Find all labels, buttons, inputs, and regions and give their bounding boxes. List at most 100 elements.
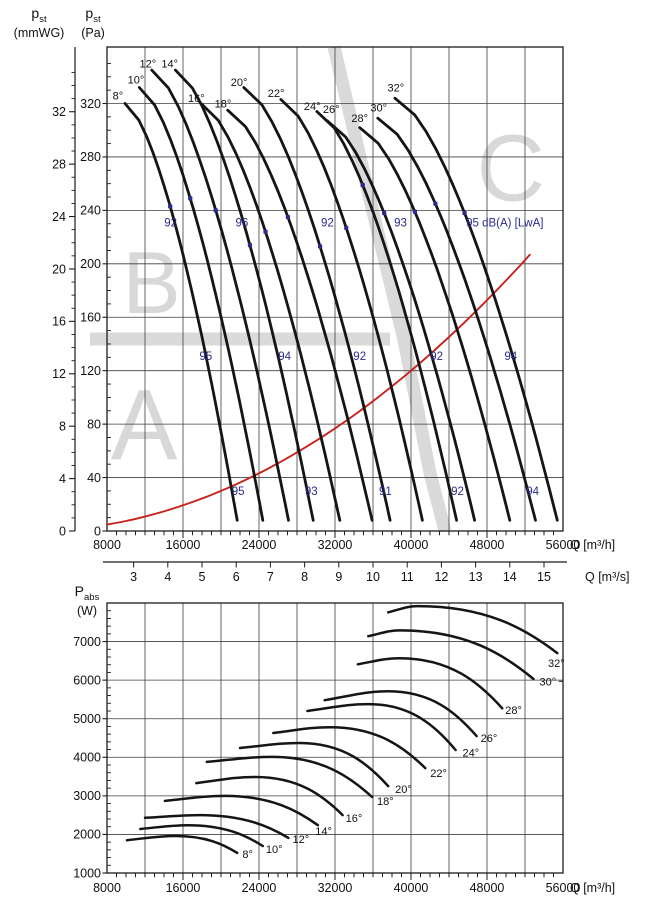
power-curve-label-26°: 26° — [481, 733, 498, 745]
pst-symbol: pst — [85, 5, 101, 25]
zone-letter-B: B — [122, 233, 181, 332]
noise-label-row1: 96 — [236, 217, 249, 229]
power-curve-label-14°: 14° — [315, 826, 332, 838]
q-m3s-tick-11: 11 — [401, 570, 414, 584]
watt-unit-label: (W) — [76, 603, 98, 618]
pressure-curve-label-22°: 22° — [268, 88, 285, 100]
zone-letter-C: C — [476, 115, 545, 221]
pressure-curve-label-14°: 14° — [161, 58, 178, 70]
noise-label-row2: 95 — [199, 351, 212, 363]
pa-tick-40: 40 — [87, 471, 101, 485]
power-curve-30° — [367, 629, 535, 681]
q-m3h-unit-top: Q [m³/h] — [570, 538, 615, 552]
q-tick-48000: 48000 — [470, 538, 505, 552]
noise-label-row2: 94 — [278, 351, 291, 363]
mmwg-tick-32: 32 — [52, 105, 66, 119]
q-tick-16000: 16000 — [166, 538, 201, 552]
mmwg-tick-4: 4 — [59, 472, 66, 486]
noise-measure-dot — [317, 244, 323, 249]
pa-tick-320: 320 — [80, 97, 101, 111]
pa-tick-200: 200 — [80, 257, 101, 271]
noise-label-row1: 93 — [394, 217, 407, 229]
power-curve-8° — [125, 834, 239, 855]
pressure-curve-label-16°: 16° — [188, 93, 205, 105]
w-tick-1000: 1000 — [73, 866, 101, 880]
pressure-curve-24° — [315, 110, 458, 522]
q-tick-bottom-48000: 48000 — [470, 881, 505, 895]
q-m3s-tick-3: 3 — [130, 570, 137, 584]
power-curve-label-18°: 18° — [377, 796, 394, 808]
power-curve-label-24°: 24° — [463, 747, 480, 759]
pressure-curve-label-20°: 20° — [231, 77, 248, 89]
pressure-curve-label-8°: 8° — [113, 90, 124, 102]
q-m3h-unit-bottom: Q [m³/h] — [570, 881, 615, 895]
noise-label-row3: 92 — [451, 486, 464, 498]
pressure-curve-8° — [123, 102, 239, 522]
power-curve-label-32°: 32° — [548, 658, 565, 670]
noise-label-row3: 93 — [305, 486, 318, 498]
noise-measure-dot — [213, 208, 218, 213]
q-m3s-tick-15: 15 — [537, 570, 551, 584]
power-curve-26° — [323, 690, 478, 738]
power-curve-label-8°: 8° — [242, 849, 253, 861]
mmwg-tick-0: 0 — [59, 524, 66, 538]
mmwg-tick-12: 12 — [52, 367, 66, 381]
pa-tick-160: 160 — [80, 311, 101, 325]
noise-label-row2: 92 — [430, 351, 443, 363]
pa-tick-80: 80 — [87, 417, 101, 431]
pressure-curve-label-18°: 18° — [215, 99, 232, 111]
w-tick-4000: 4000 — [73, 751, 101, 765]
q-tick-bottom-32000: 32000 — [318, 881, 353, 895]
pressure-curve-16° — [199, 102, 342, 522]
mmwg-tick-20: 20 — [52, 262, 66, 276]
zone-letters: AB C — [111, 115, 545, 480]
power-curve-22° — [272, 725, 427, 770]
power-curve-14° — [163, 794, 320, 827]
noise-measure-dot — [412, 209, 417, 214]
q-m3s-unit: Q [m³/s] — [585, 570, 629, 584]
power-curve-18° — [205, 755, 374, 799]
noise-label-row2: 92 — [353, 351, 366, 363]
pa-tick-240: 240 — [80, 204, 101, 218]
q-m3s-tick-14: 14 — [503, 570, 517, 584]
zone-letter-A: A — [111, 369, 178, 481]
q-tick-bottom-56000: 56000 — [546, 881, 581, 895]
q-tick-40000: 40000 — [394, 538, 429, 552]
noise-measure-dot — [462, 210, 467, 216]
power-axis-title: Pabs (W) — [64, 583, 110, 618]
q-tick-56000: 56000 — [546, 538, 581, 552]
q-m3s-tick-7: 7 — [267, 570, 274, 584]
pressure-curve-20° — [242, 86, 392, 522]
pressure-curve-label-12°: 12° — [140, 58, 157, 70]
zone-band-diagonal — [327, 45, 452, 533]
noise-label-row3: 91 — [379, 486, 392, 498]
pressure-curve-14° — [174, 68, 315, 522]
q-tick-bottom-16000: 16000 — [166, 881, 201, 895]
noise-label-row1: 95 dB(A) [LwA] — [466, 217, 543, 229]
q-m3s-tick-5: 5 — [199, 570, 206, 584]
mmwg-tick-16: 16 — [52, 315, 66, 329]
noise-label-row2: 94 — [504, 351, 517, 363]
noise-measure-dot — [382, 210, 387, 216]
pressure-curve-22° — [279, 98, 424, 522]
noise-measure-dot — [188, 196, 193, 201]
q-tick-24000: 24000 — [242, 538, 277, 552]
w-tick-5000: 5000 — [73, 712, 101, 726]
pa-tick-0: 0 — [94, 524, 101, 538]
noise-measure-dot — [168, 204, 173, 209]
q-m3s-tick-10: 10 — [366, 570, 380, 584]
q-m3s-tick-12: 12 — [434, 570, 448, 584]
pressure-curve-label-24°: 24° — [304, 101, 321, 113]
zone-bands — [90, 45, 452, 533]
noise-label-row1: 92 — [321, 217, 334, 229]
pabs-symbol: Pabs — [74, 583, 100, 603]
power-curve-label-10°: 10° — [266, 844, 283, 856]
pressure-curve-label-28°: 28° — [351, 113, 368, 125]
noise-label-row3: 95 — [232, 486, 245, 498]
q-tick-bottom-8000: 8000 — [93, 881, 121, 895]
w-tick-7000: 7000 — [73, 635, 101, 649]
pressure-curve-28° — [358, 126, 512, 522]
q-m3s-tick-13: 13 — [469, 570, 483, 584]
